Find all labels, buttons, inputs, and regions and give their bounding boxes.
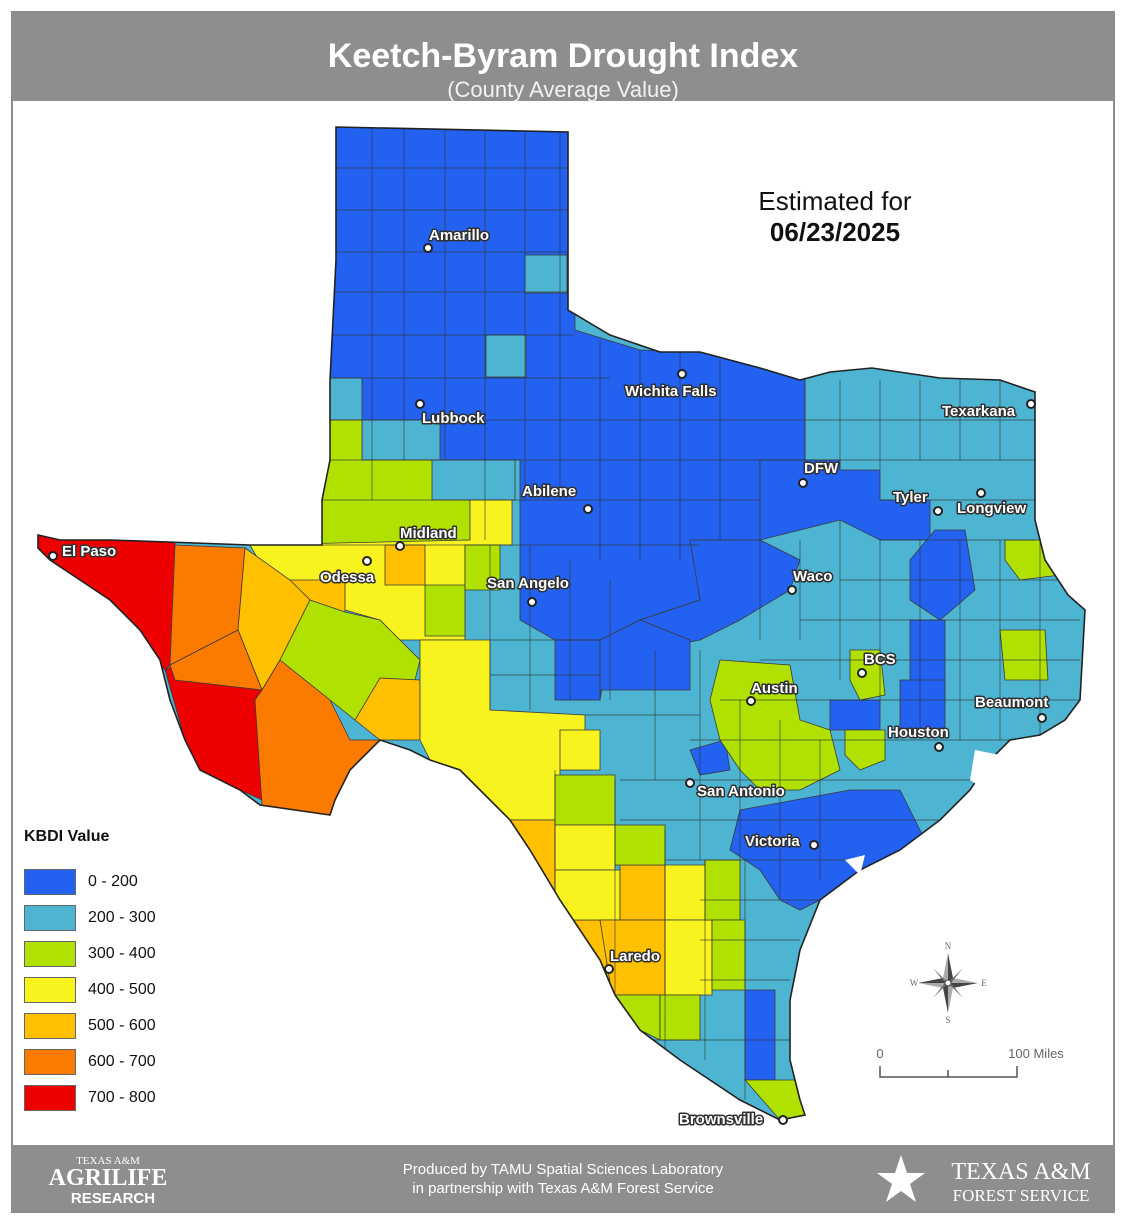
city-lubbock[interactable]: Lubbock [415,399,487,429]
svg-text:Lubbock: Lubbock [422,410,485,427]
credit-line-1: Produced by TAMU Spatial Sciences Labora… [402,1161,724,1178]
city-bcs[interactable]: BCS [857,650,897,678]
legend-label: 600 - 700 [88,1053,156,1070]
city-texarkana[interactable]: Texarkana [941,399,1036,422]
svg-text:TEXAS A&M: TEXAS A&M [951,1159,1090,1185]
svg-text:N: N [945,941,952,951]
svg-text:S: S [945,1015,950,1025]
legend-label: 400 - 500 [88,981,156,998]
svg-text:AGRILIFE: AGRILIFE [49,1165,168,1191]
svg-text:E: E [981,978,987,988]
legend-swatch [24,941,76,967]
city-houston[interactable]: Houston [887,723,950,752]
map-subtitle: (County Average Value) [447,77,679,102]
legend-item: 700 - 800 [24,1080,156,1116]
svg-text:Odessa: Odessa [320,569,375,586]
svg-text:Waco: Waco [793,568,832,585]
city-longview[interactable]: Longview [956,488,1028,519]
city-midland[interactable]: Midland [395,524,458,551]
svg-text:Texarkana: Texarkana [942,403,1016,420]
legend-item: 500 - 600 [24,1008,156,1044]
legend-swatch [24,1049,76,1075]
agrilife-research-logo: TEXAS A&M AGRILIFE RESEARCH [49,1155,168,1207]
city-laredo[interactable]: Laredo [604,947,662,974]
svg-text:Tyler: Tyler [893,489,928,506]
city-victoria[interactable]: Victoria [744,832,819,852]
svg-text:El Paso: El Paso [62,543,116,560]
svg-text:Wichita Falls: Wichita Falls [625,383,717,400]
title-banner: Keetch-Byram Drought Index (County Avera… [13,13,1113,102]
city-beaumont[interactable]: Beaumont [974,693,1050,723]
svg-text:Abilene: Abilene [522,483,576,500]
svg-text:RESEARCH: RESEARCH [71,1190,155,1207]
city-amarillo[interactable]: Amarillo [423,226,491,253]
scale-bar: 0 100 Miles [876,1046,1064,1078]
svg-text:Longview: Longview [957,500,1027,517]
svg-text:Brownsville: Brownsville [679,1111,763,1128]
city-austin[interactable]: Austin [746,679,799,706]
city-abilene[interactable]: Abilene [521,482,593,514]
legend-label: 0 - 200 [88,873,138,890]
legend-item: 0 - 200 [24,864,156,900]
compass-rose-icon: N E S W [910,941,988,1025]
svg-text:Amarillo: Amarillo [429,227,489,244]
city-tyler[interactable]: Tyler [892,488,943,516]
credit-line-2: in partnership with Texas A&M Forest Ser… [412,1180,714,1197]
city-dfw[interactable]: DFW [798,459,840,488]
svg-text:FOREST SERVICE: FOREST SERVICE [953,1186,1090,1205]
legend-label: 300 - 400 [88,945,156,962]
legend-swatch [24,977,76,1003]
legend-swatch [24,905,76,931]
legend-label: 500 - 600 [88,1017,156,1034]
svg-text:Laredo: Laredo [610,948,660,965]
legend-label: 200 - 300 [88,909,156,926]
city-waco[interactable]: Waco [787,567,834,595]
legend: KBDI Value 0 - 200 200 - 300 300 - 400 4… [24,828,156,1116]
svg-text:Beaumont: Beaumont [975,694,1048,711]
city-el-paso[interactable]: El Paso [48,542,118,562]
city-odessa[interactable]: Odessa [319,556,376,588]
estimate-date-block: Estimated for 06/23/2025 [730,186,940,248]
scale-start: 0 [876,1046,883,1061]
legend-swatch [24,869,76,895]
svg-text:Austin: Austin [751,680,798,697]
city-brownsville[interactable]: Brownsville [678,1110,788,1130]
legend-item: 400 - 500 [24,972,156,1008]
footer-banner: TEXAS A&M AGRILIFE RESEARCH Produced by … [13,1145,1113,1211]
legend-swatch [24,1013,76,1039]
city-wichita-falls[interactable]: Wichita Falls [624,369,718,402]
legend-item: 600 - 700 [24,1044,156,1080]
city-markers: Amarillo Lubbock Wichita Falls Texarkana… [48,226,1050,1130]
estimate-date: 06/23/2025 [769,217,901,247]
scale-end: 100 Miles [1008,1046,1064,1061]
legend-title: KBDI Value [24,828,110,845]
svg-text:Midland: Midland [400,525,457,542]
svg-text:San Antonio: San Antonio [697,783,785,800]
svg-text:BCS: BCS [864,651,896,668]
legend-item: 200 - 300 [24,900,156,936]
svg-text:Houston: Houston [888,724,949,741]
map-title: Keetch-Byram Drought Index [327,37,799,75]
legend-swatch [24,1085,76,1111]
legend-label: 700 - 800 [88,1089,156,1106]
svg-text:DFW: DFW [804,460,839,477]
svg-text:San Angelo: San Angelo [487,575,569,592]
legend-item: 300 - 400 [24,936,156,972]
texas-am-forest-service-logo: TEXAS A&M FOREST SERVICE [877,1155,1091,1205]
city-san-angelo[interactable]: San Angelo [486,574,570,607]
city-san-antonio[interactable]: San Antonio [685,778,786,802]
svg-text:TEXAS A&M: TEXAS A&M [76,1155,140,1167]
svg-text:W: W [910,978,919,988]
estimate-label: Estimated for [758,186,912,216]
svg-text:Victoria: Victoria [745,833,800,850]
